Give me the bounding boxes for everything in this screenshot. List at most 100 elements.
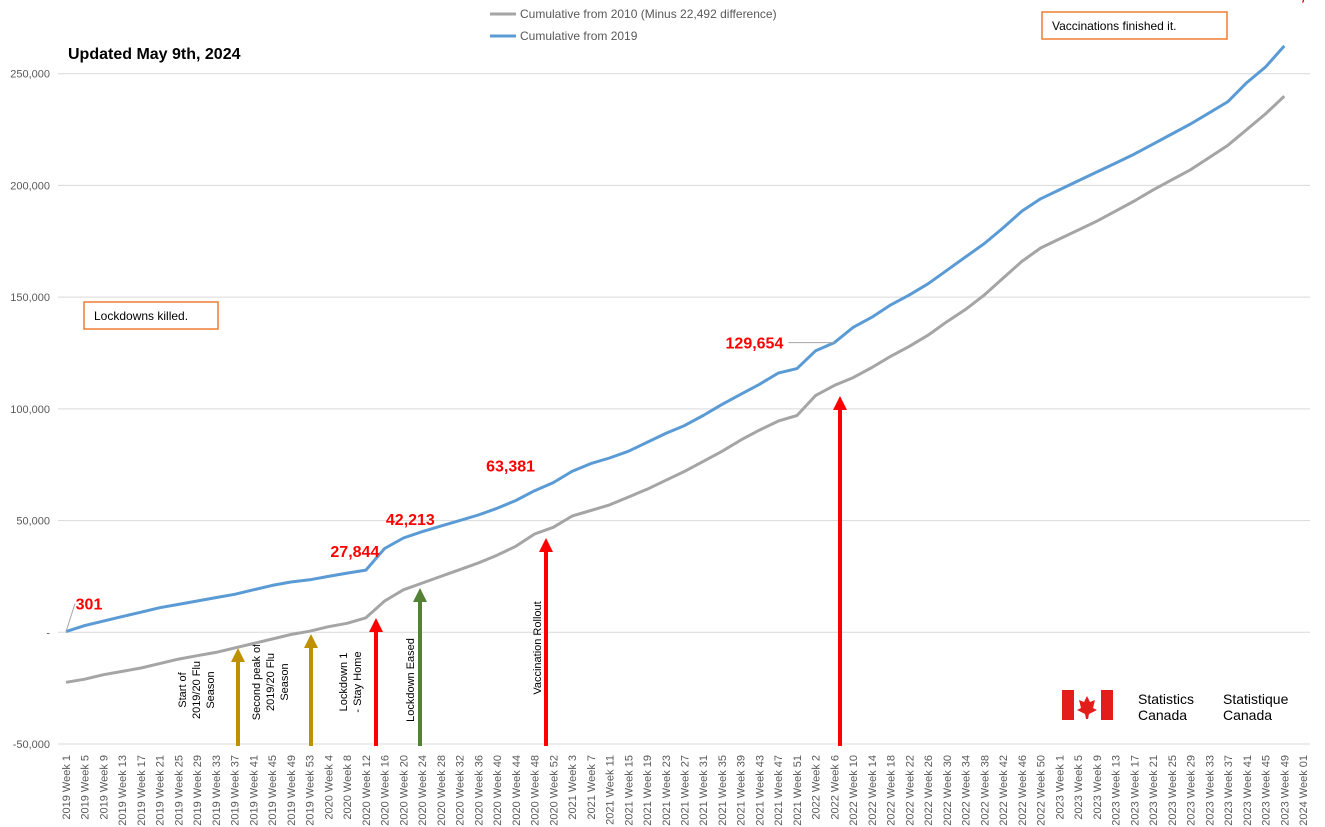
series-line	[65, 44, 1286, 634]
x-tick-label: 2023 Week 41	[1242, 755, 1254, 826]
x-tick-label: 2023 Week 45	[1261, 755, 1273, 826]
x-tick-label: 2023 Week 29	[1186, 755, 1198, 826]
x-tick-label: 2020 Week 12	[361, 755, 373, 826]
arrow-label: Second peak of	[251, 643, 263, 720]
x-tick-label: 2022 Week 46	[1017, 755, 1029, 826]
x-tick-label: 2022 Week 2	[811, 755, 823, 820]
x-tick-label: 2024 Week 01	[1298, 755, 1310, 826]
x-tick-label: 2020 Week 36	[473, 755, 485, 826]
data-label: 129,654	[726, 336, 784, 353]
annotation-box	[1041, 11, 1228, 40]
y-tick-label: 50,000	[16, 516, 50, 528]
x-tick-label: 2023 Week 21	[1148, 755, 1160, 826]
x-tick-label: 2021 Week 47	[773, 755, 785, 826]
x-tick-label: 2022 Week 14	[867, 755, 879, 826]
y-tick-label: 100,000	[10, 404, 50, 416]
x-tick-label: 2022 Week 18	[886, 755, 898, 826]
x-tick-label: 2019 Week 33	[211, 755, 223, 826]
arrow-label: Start of	[177, 671, 189, 707]
x-tick-label: 2022 Week 34	[961, 755, 973, 826]
x-tick-label: 2020 Week 20	[398, 755, 410, 826]
x-tick-label: 2020 Week 44	[511, 755, 523, 826]
flag-red	[1101, 690, 1113, 720]
x-tick-label: 2020 Week 40	[492, 755, 504, 826]
x-tick-label: 2020 Week 52	[548, 755, 560, 826]
arrow-label: Season	[205, 671, 217, 708]
y-tick-label: -	[46, 627, 50, 639]
x-tick-label: 2019 Week 45	[267, 755, 279, 826]
x-tick-label: 2019 Week 21	[155, 755, 167, 826]
x-tick-label: 2022 Week 50	[1036, 755, 1048, 826]
x-tick-label: 2019 Week 37	[230, 755, 242, 826]
x-tick-label: 2023 Week 1	[1054, 755, 1066, 820]
chart-title: Updated May 9th, 2024	[68, 46, 241, 63]
x-tick-label: 2022 Week 26	[923, 755, 935, 826]
arrow-label: Vaccination Rollout	[532, 601, 544, 694]
arrow-label: Lockdown 1	[338, 653, 350, 712]
arrow-head	[231, 648, 245, 662]
x-tick-label: 2019 Week 1	[61, 755, 73, 820]
data-label: 239,946	[1274, 0, 1325, 4]
x-tick-label: 2019 Week 25	[173, 755, 185, 826]
flag-leaf	[1077, 696, 1097, 719]
arrow-head	[833, 396, 847, 410]
x-tick-label: 2019 Week 41	[248, 755, 260, 826]
data-label: 63,381	[486, 459, 535, 476]
x-tick-label: 2023 Week 13	[1111, 755, 1123, 826]
x-tick-label: 2023 Week 33	[1204, 755, 1216, 826]
x-tick-label: 2019 Week 29	[192, 755, 204, 826]
x-tick-label: 2020 Week 48	[530, 755, 542, 826]
y-tick-label: 250,000	[10, 69, 50, 81]
x-tick-label: 2022 Week 22	[904, 755, 916, 826]
x-tick-label: 2020 Week 8	[342, 755, 354, 820]
series-line	[65, 95, 1286, 684]
x-tick-label: 2020 Week 24	[417, 755, 429, 826]
annotation-text: Vaccinations finished it.	[1052, 19, 1177, 33]
annotation-box	[83, 301, 219, 330]
arrow-head	[304, 634, 318, 648]
source-label: Canada	[1223, 707, 1272, 723]
arrow-label: - Stay Home	[352, 651, 364, 712]
x-tick-label: 2021 Week 51	[792, 755, 804, 826]
source-label: Canada	[1138, 707, 1187, 723]
arrow-head	[539, 538, 553, 552]
y-tick-label: 150,000	[10, 292, 50, 304]
arrow-label: 2019/20 Flu	[265, 653, 277, 711]
x-tick-label: 2023 Week 9	[1092, 755, 1104, 820]
x-tick-label: 2021 Week 35	[717, 755, 729, 826]
x-tick-label: 2023 Week 37	[1223, 755, 1235, 826]
x-tick-label: 2022 Week 6	[829, 755, 841, 820]
x-tick-label: 2019 Week 5	[80, 755, 92, 820]
x-tick-label: 2021 Week 3	[567, 755, 579, 820]
x-tick-label: 2019 Week 17	[136, 755, 148, 826]
x-tick-label: 2020 Week 4	[323, 755, 335, 820]
arrow-label: Lockdown Eased	[405, 638, 417, 722]
x-tick-label: 2019 Week 49	[286, 755, 298, 826]
source-label: Statistique	[1223, 691, 1289, 707]
x-tick-label: 2021 Week 39	[736, 755, 748, 826]
x-tick-label: 2020 Week 16	[380, 755, 392, 826]
data-label: 42,213	[386, 512, 435, 529]
x-tick-label: 2022 Week 42	[998, 755, 1010, 826]
x-tick-label: 2021 Week 19	[642, 755, 654, 826]
x-tick-label: 2019 Week 53	[305, 755, 317, 826]
arrow-label: Season	[279, 663, 291, 700]
x-tick-label: 2021 Week 15	[623, 755, 635, 826]
x-tick-label: 2021 Week 23	[661, 755, 673, 826]
arrow-head	[413, 588, 427, 602]
leader-line	[65, 603, 76, 632]
data-label: 262,437	[1274, 0, 1325, 4]
arrow-head	[369, 618, 383, 632]
x-tick-label: 2020 Week 28	[436, 755, 448, 826]
legend-label: Cumulative from 2010 (Minus 22,492 diffe…	[520, 7, 777, 21]
x-tick-label: 2023 Week 49	[1279, 755, 1291, 826]
x-tick-label: 2023 Week 5	[1073, 755, 1085, 820]
x-tick-label: 2021 Week 43	[754, 755, 766, 826]
x-tick-label: 2022 Week 30	[942, 755, 954, 826]
legend-label: Cumulative from 2019	[520, 29, 638, 43]
annotation-text: Lockdowns killed.	[94, 309, 188, 323]
x-tick-label: 2023 Week 25	[1167, 755, 1179, 826]
x-tick-label: 2021 Week 11	[605, 755, 617, 825]
x-tick-label: 2019 Week 13	[117, 755, 129, 826]
